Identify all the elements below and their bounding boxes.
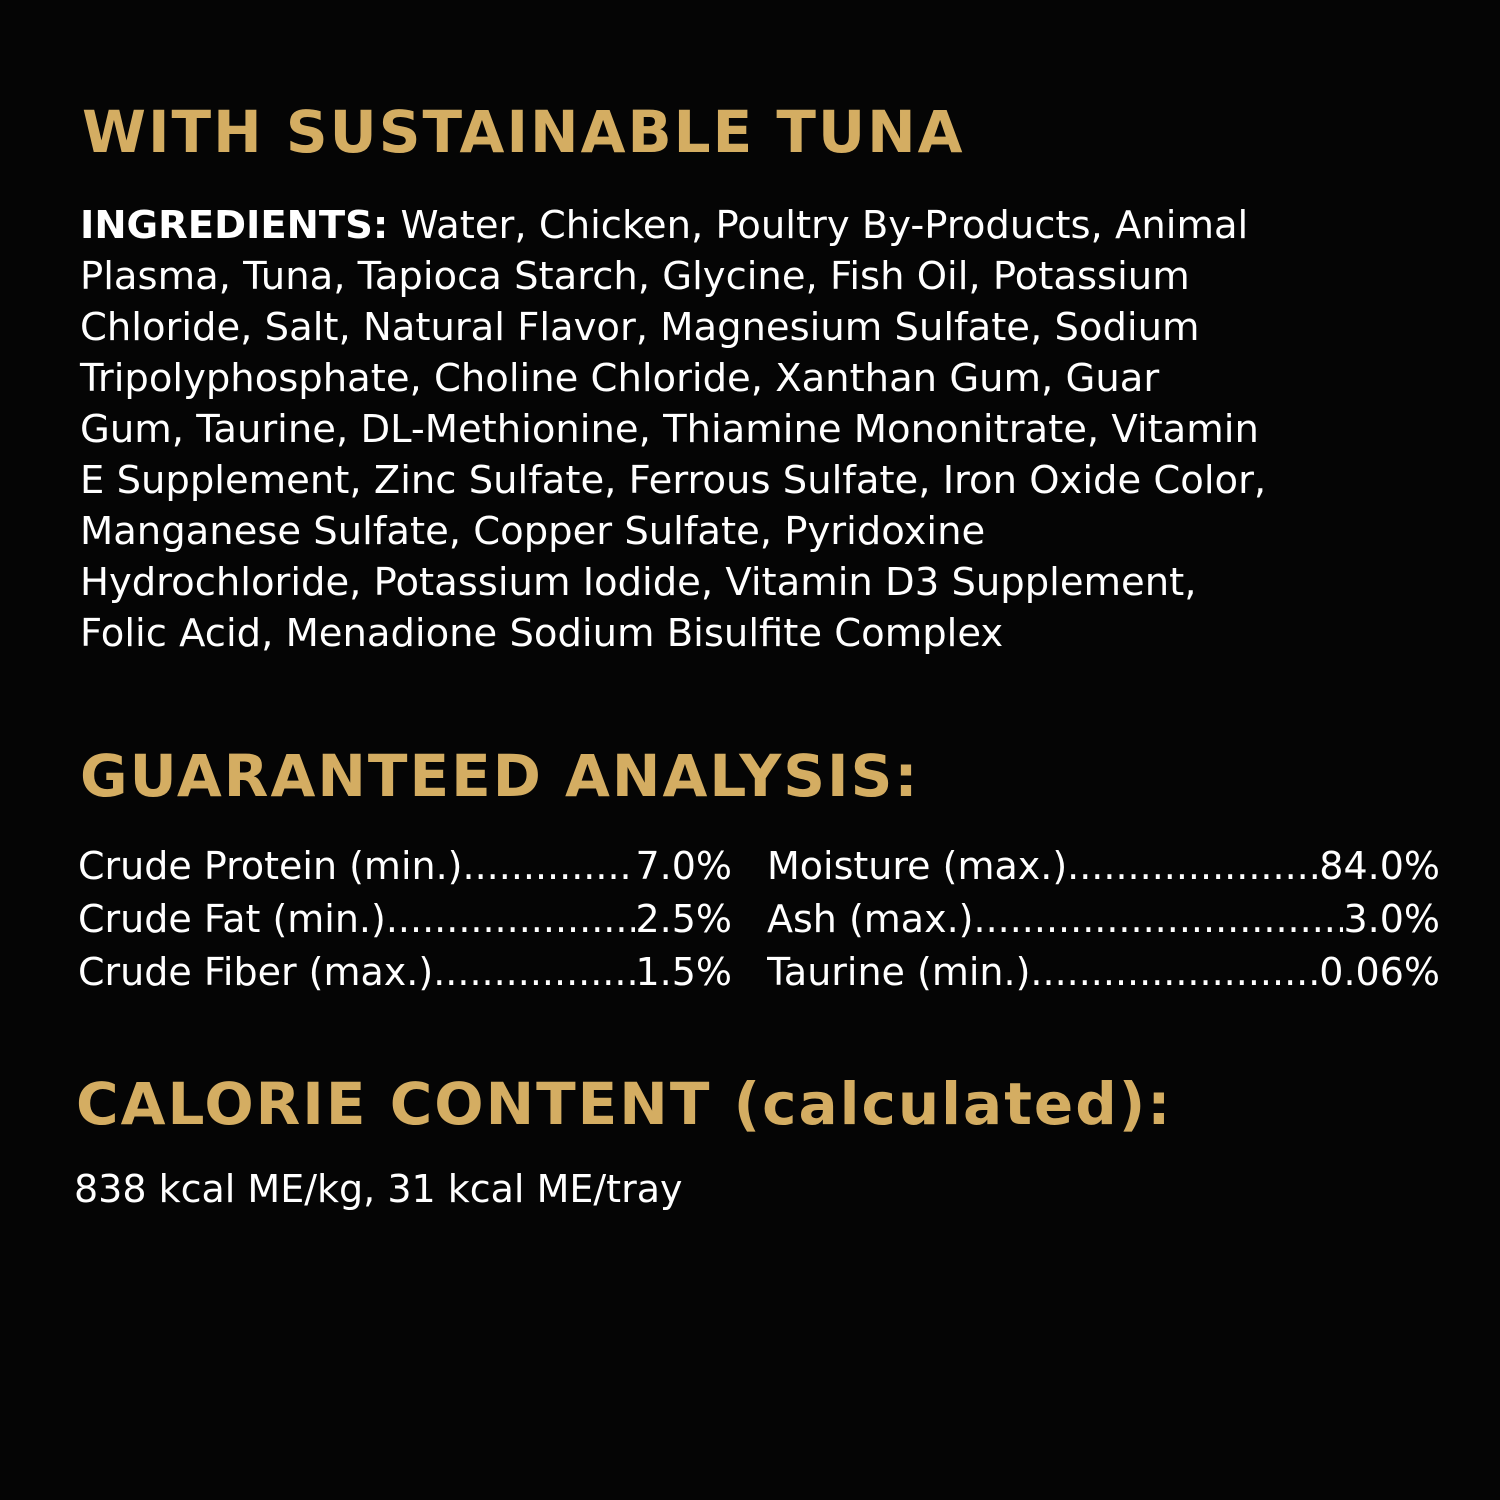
analysis-left-column: Crude Protein (min.) 7.0% Crude Fat (min.… xyxy=(78,840,732,999)
calorie-heading: CALORIE CONTENT (calculated): xyxy=(76,1070,1173,1138)
dot-leader xyxy=(386,893,636,946)
analysis-value: 1.5% xyxy=(635,950,732,994)
ingredients-line: E Supplement, Zinc Sulfate, Ferrous Sulf… xyxy=(80,458,1267,503)
analysis-row: Moisture (max.) 84.0% xyxy=(767,840,1440,893)
analysis-value: 0.06% xyxy=(1319,950,1440,994)
ingredients-line: Tripolyphosphate, Choline Chloride, Xant… xyxy=(80,356,1160,401)
ingredients-line: INGREDIENTS: Water, Chicken, Poultry By-… xyxy=(80,200,1266,251)
analysis-heading: GUARANTEED ANALYSIS: xyxy=(80,742,920,810)
ingredients-text: Water, Chicken, Poultry By-Products, Ani… xyxy=(388,203,1249,248)
analysis-row: Ash (max.) 3.0% xyxy=(767,893,1440,946)
analysis-label: Ash (max.) xyxy=(767,897,974,941)
dot-leader xyxy=(1067,840,1319,893)
ingredients: INGREDIENTS: Water, Chicken, Poultry By-… xyxy=(80,200,1266,659)
analysis-value: 2.5% xyxy=(635,897,732,941)
title: WITH SUSTAINABLE TUNA xyxy=(82,98,965,166)
analysis-right-column: Moisture (max.) 84.0% Ash (max.) 3.0% Taur… xyxy=(767,840,1440,999)
dot-leader xyxy=(433,946,635,999)
ingredients-line: Plasma, Tuna, Tapioca Starch, Glycine, F… xyxy=(80,254,1190,299)
dot-leader xyxy=(973,893,1343,946)
analysis-value: 84.0% xyxy=(1319,844,1440,888)
analysis-row: Crude Protein (min.) 7.0% xyxy=(78,840,732,893)
analysis-row: Crude Fat (min.) 2.5% xyxy=(78,893,732,946)
ingredients-line: Gum, Taurine, DL-Methionine, Thiamine Mo… xyxy=(80,407,1259,452)
analysis-label: Crude Protein (min.) xyxy=(78,844,463,888)
analysis-label: Crude Fiber (max.) xyxy=(78,950,434,994)
analysis-label: Taurine (min.) xyxy=(767,950,1031,994)
dot-leader xyxy=(463,840,636,893)
ingredients-line: Chloride, Salt, Natural Flavor, Magnesiu… xyxy=(80,305,1200,350)
ingredients-line: Manganese Sulfate, Copper Sulfate, Pyrid… xyxy=(80,509,986,554)
ingredients-line: Folic Acid, Menadione Sodium Bisulfite C… xyxy=(80,611,1004,656)
ingredients-label: INGREDIENTS: xyxy=(80,203,389,248)
analysis-row: Crude Fiber (max.) 1.5% xyxy=(78,946,732,999)
ingredients-line: Hydrochloride, Potassium Iodide, Vitamin… xyxy=(80,560,1197,605)
dot-leader xyxy=(1030,946,1319,999)
analysis-value: 3.0% xyxy=(1343,897,1440,941)
analysis-row: Taurine (min.) 0.06% xyxy=(767,946,1440,999)
analysis-label: Moisture (max.) xyxy=(767,844,1068,888)
calorie-text: 838 kcal ME/kg, 31 kcal ME/tray xyxy=(74,1167,683,1211)
analysis-label: Crude Fat (min.) xyxy=(78,897,386,941)
analysis-value: 7.0% xyxy=(635,844,732,888)
